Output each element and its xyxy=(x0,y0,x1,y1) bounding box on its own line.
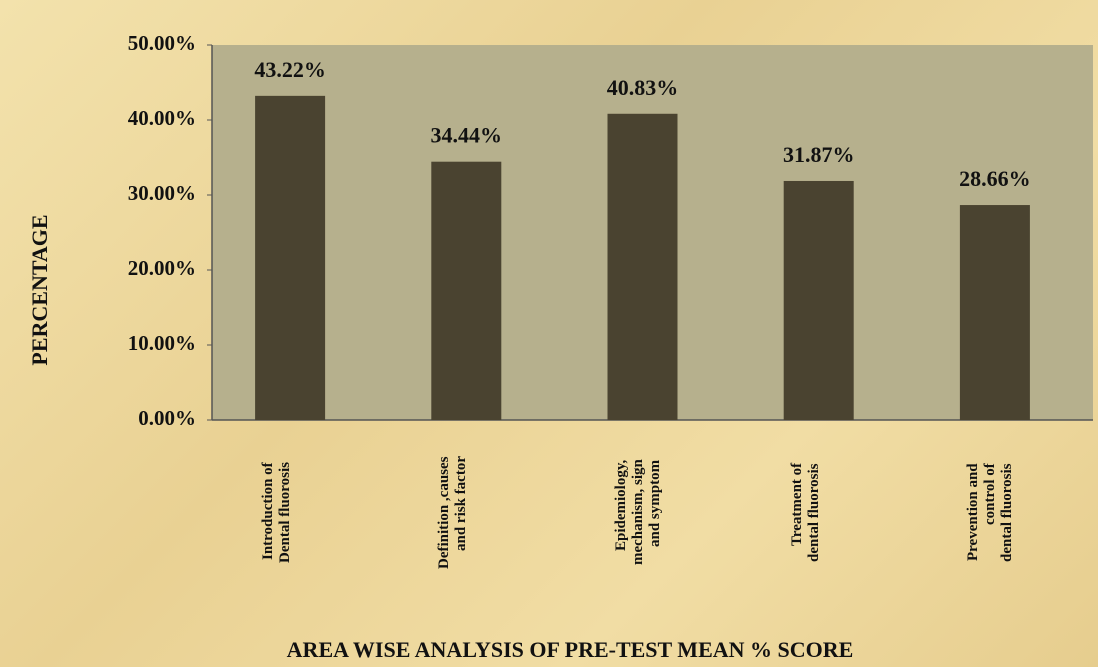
y-tick-label: 40.00% xyxy=(128,106,196,130)
y-tick-label: 30.00% xyxy=(128,181,196,205)
chart-title: AREA WISE ANALYSIS OF PRE-TEST MEAN % SC… xyxy=(287,637,854,662)
value-label: 28.66% xyxy=(959,166,1031,191)
bar xyxy=(607,113,678,421)
x-tick-label: Prevention and control of dental fluoros… xyxy=(964,463,1015,562)
x-tick-label: Definition ,causes and risk factor xyxy=(436,456,470,569)
x-tick-label: Treatment of dental fluorosis xyxy=(788,463,822,562)
value-label: 31.87% xyxy=(783,142,855,167)
bar xyxy=(783,180,854,420)
bar xyxy=(959,205,1030,420)
x-tick-label: Introduction of Dental fluorosis xyxy=(260,462,294,563)
y-tick-label: 0.00% xyxy=(138,406,196,430)
y-tick-label: 50.00% xyxy=(128,31,196,55)
bar xyxy=(431,161,502,420)
y-tick-label: 20.00% xyxy=(128,256,196,280)
bar xyxy=(255,95,326,420)
y-axis-label: PERCENTAGE xyxy=(27,214,52,365)
value-label: 43.22% xyxy=(254,57,326,82)
x-tick-label: Epidemiology, mechanism, sign and sympto… xyxy=(612,459,663,566)
value-label: 40.83% xyxy=(607,75,679,100)
y-tick-label: 10.00% xyxy=(128,331,196,355)
value-label: 34.44% xyxy=(431,123,503,148)
